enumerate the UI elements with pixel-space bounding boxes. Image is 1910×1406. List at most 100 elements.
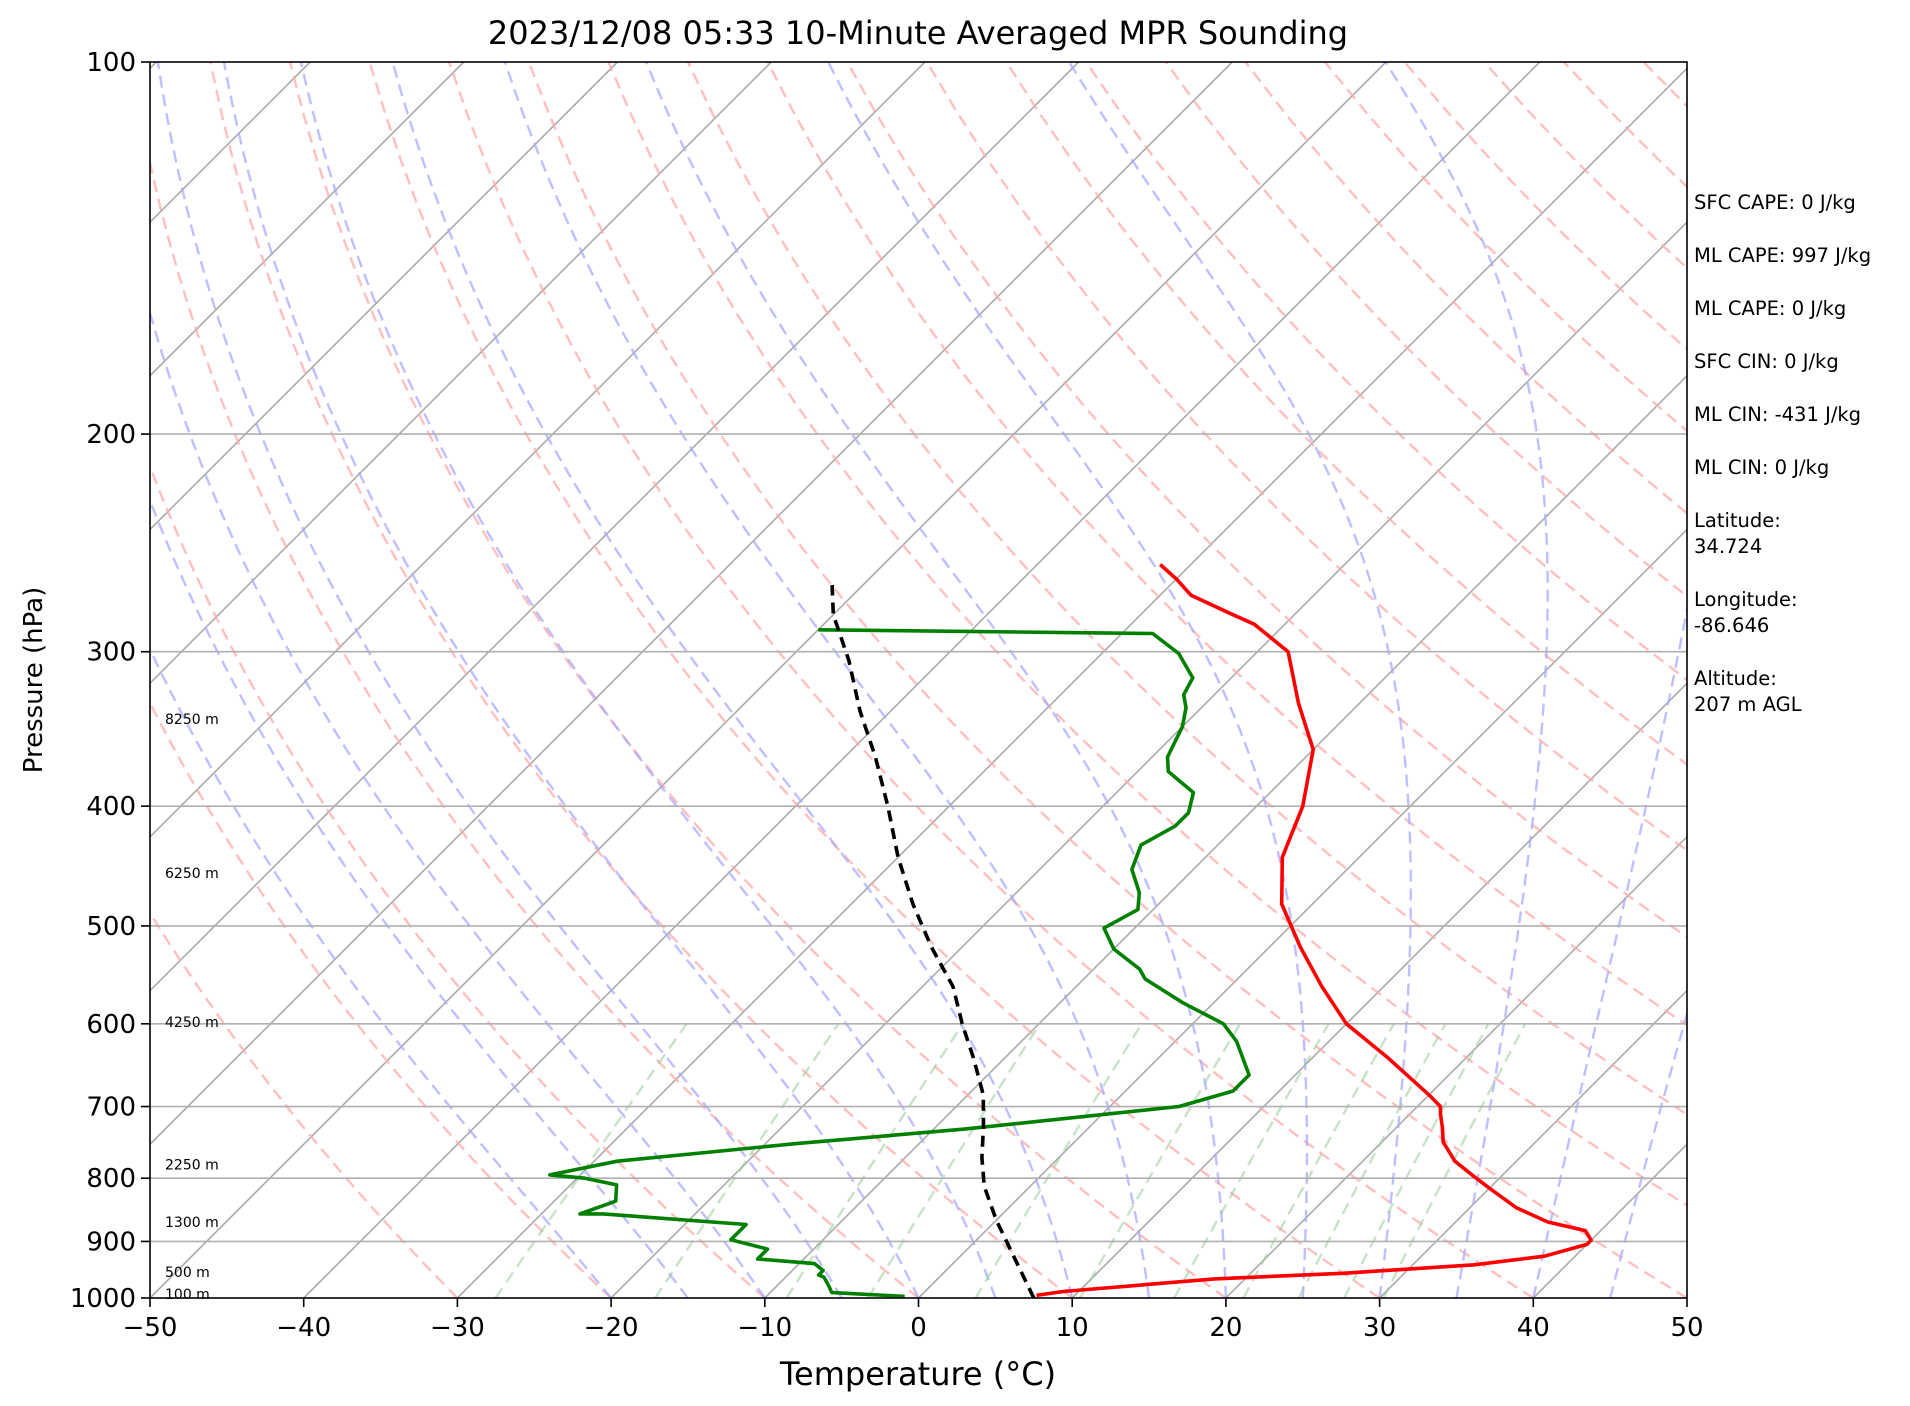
isotherm-line	[610, 220, 1687, 1298]
moist-adiabat-line	[299, 62, 997, 1298]
dry-adiabat-line	[607, 62, 1687, 1207]
longitude-label: Longitude:	[1694, 588, 1798, 611]
height-labels: 8250 m 6250 m 4250 m 2250 m 1300 m 500 m 100 m	[165, 712, 219, 1303]
x-tick-label: 10	[1056, 1313, 1089, 1343]
altitude-value: 207 m AGL	[1694, 693, 1802, 716]
dry-adiabat-line	[686, 62, 1687, 1116]
background-lines	[150, 62, 1687, 1298]
moist-adiabat-line	[1532, 603, 1687, 1298]
ml-cape-text-1: ML CAPE: 997 J/kg	[1694, 244, 1872, 267]
x-tick-label: −40	[276, 1313, 331, 1343]
dry-adiabat-line	[150, 910, 459, 1298]
dry-adiabat-line	[150, 157, 920, 1298]
chart-title: 2023/12/08 05:33 10-Minute Averaged MPR …	[488, 14, 1348, 52]
mixing-ratio-line	[785, 1023, 964, 1298]
isotherm-line	[917, 528, 1687, 1298]
dry-adiabat-line	[527, 62, 1687, 1298]
isotherm-line	[150, 62, 1387, 1298]
moist-adiabat-line	[827, 62, 1309, 1298]
isotherm-line	[1379, 989, 1687, 1298]
y-tick-label: 500	[86, 912, 136, 942]
dry-adiabat-line	[766, 62, 1687, 1027]
x-axis-ticks: −50 −40 −30 −20 −10 0 10 20 30 40 50	[123, 1298, 1704, 1343]
height-label: 8250 m	[165, 712, 219, 728]
latitude-value: 34.724	[1694, 535, 1763, 558]
height-label: 6250 m	[165, 866, 219, 882]
y-tick-label: 300	[86, 638, 136, 668]
y-tick-label: 1000	[70, 1284, 136, 1314]
x-tick-label: 30	[1363, 1313, 1396, 1343]
mixing-ratio-line	[974, 1023, 1143, 1298]
isotherm-line	[456, 67, 1687, 1298]
dry-adiabat-line	[150, 700, 612, 1298]
plot-frame	[149, 61, 1688, 1299]
ml-cape-text-2: ML CAPE: 0 J/kg	[1694, 297, 1847, 320]
temperature-trace	[1036, 563, 1593, 1298]
longitude-block: Longitude: -86.646	[1694, 587, 1908, 639]
height-label: 2250 m	[165, 1158, 219, 1174]
moist-adiabat-line	[150, 308, 766, 1298]
moist-adiabat-line	[150, 497, 689, 1298]
y-tick-label: 600	[86, 1010, 136, 1040]
dry-adiabat-line	[925, 62, 1687, 852]
isotherm-line	[150, 62, 1233, 1146]
x-tick-label: 40	[1517, 1313, 1550, 1343]
height-label: 1300 m	[165, 1215, 219, 1231]
isotherm-line	[150, 62, 619, 531]
isotherm-line	[1225, 835, 1687, 1298]
parcel-trace	[830, 585, 1036, 1298]
y-axis-ticks: 100 200 300 400 500 600 700 800 900 1000	[70, 48, 150, 1314]
moist-adiabat-line	[1384, 62, 1549, 1298]
ml-cin-text-2: ML CIN: 0 J/kg	[1694, 456, 1830, 479]
ml-cin-text-1: ML CIN: -431 J/kg	[1694, 403, 1862, 426]
moist-adiabat-line	[391, 62, 1074, 1298]
x-tick-label: 50	[1670, 1313, 1703, 1343]
y-tick-label: 700	[86, 1093, 136, 1123]
latitude-label: Latitude:	[1694, 509, 1781, 532]
x-tick-label: 0	[910, 1313, 927, 1343]
isotherm-line	[764, 374, 1687, 1298]
isotherm-line	[150, 62, 1080, 992]
sounding-traces	[548, 563, 1593, 1298]
mixing-ratio-line	[1343, 1023, 1490, 1298]
y-tick-label: 800	[86, 1164, 136, 1194]
height-label: 500 m	[165, 1265, 210, 1281]
mixing-ratio-line	[654, 1023, 840, 1298]
height-label: 100 m	[165, 1287, 210, 1303]
y-tick-label: 100	[86, 48, 136, 78]
x-tick-label: 20	[1209, 1313, 1242, 1343]
height-label: 4250 m	[165, 1015, 219, 1031]
dewpoint-trace	[548, 628, 1251, 1298]
x-tick-label: −20	[584, 1313, 639, 1343]
x-tick-label: −30	[430, 1313, 485, 1343]
sounding-info-panel: SFC CAPE: 0 J/kg ML CAPE: 997 J/kg ML CA…	[1694, 190, 1908, 745]
x-axis-label: Temperature (°C)	[779, 1355, 1056, 1393]
moist-adiabat-line	[222, 62, 920, 1298]
x-tick-label: −50	[123, 1313, 178, 1343]
dry-adiabat-line	[209, 62, 1073, 1298]
latitude-block: Latitude: 34.724	[1694, 508, 1908, 560]
isotherm-line	[150, 62, 465, 377]
isotherm-line	[150, 62, 926, 839]
dry-adiabat-line	[846, 62, 1687, 939]
dry-adiabat-line	[150, 463, 766, 1298]
pressure-gridlines	[150, 433, 1687, 1243]
y-tick-label: 900	[86, 1227, 136, 1257]
altitude-label: Altitude:	[1694, 667, 1777, 690]
moist-adiabat-line	[156, 62, 843, 1298]
dry-adiabat-line	[1085, 62, 1687, 682]
dry-adiabat-line	[1164, 62, 1687, 598]
isotherm-line	[1071, 682, 1687, 1298]
dry-adiabat-line	[288, 62, 1227, 1298]
mixing-ratio-line	[494, 1023, 688, 1298]
y-axis-label: Pressure (hPa)	[19, 587, 49, 774]
sfc-cin-text: SFC CIN: 0 J/kg	[1694, 350, 1839, 373]
sfc-cape-text: SFC CAPE: 0 J/kg	[1694, 191, 1856, 214]
altitude-block: Altitude: 207 m AGL	[1694, 666, 1908, 718]
dry-adiabat-line	[448, 62, 1534, 1298]
longitude-value: -86.646	[1694, 614, 1770, 637]
dry-adiabat-line	[368, 62, 1381, 1298]
y-tick-label: 400	[86, 792, 136, 822]
y-tick-label: 200	[86, 420, 136, 450]
